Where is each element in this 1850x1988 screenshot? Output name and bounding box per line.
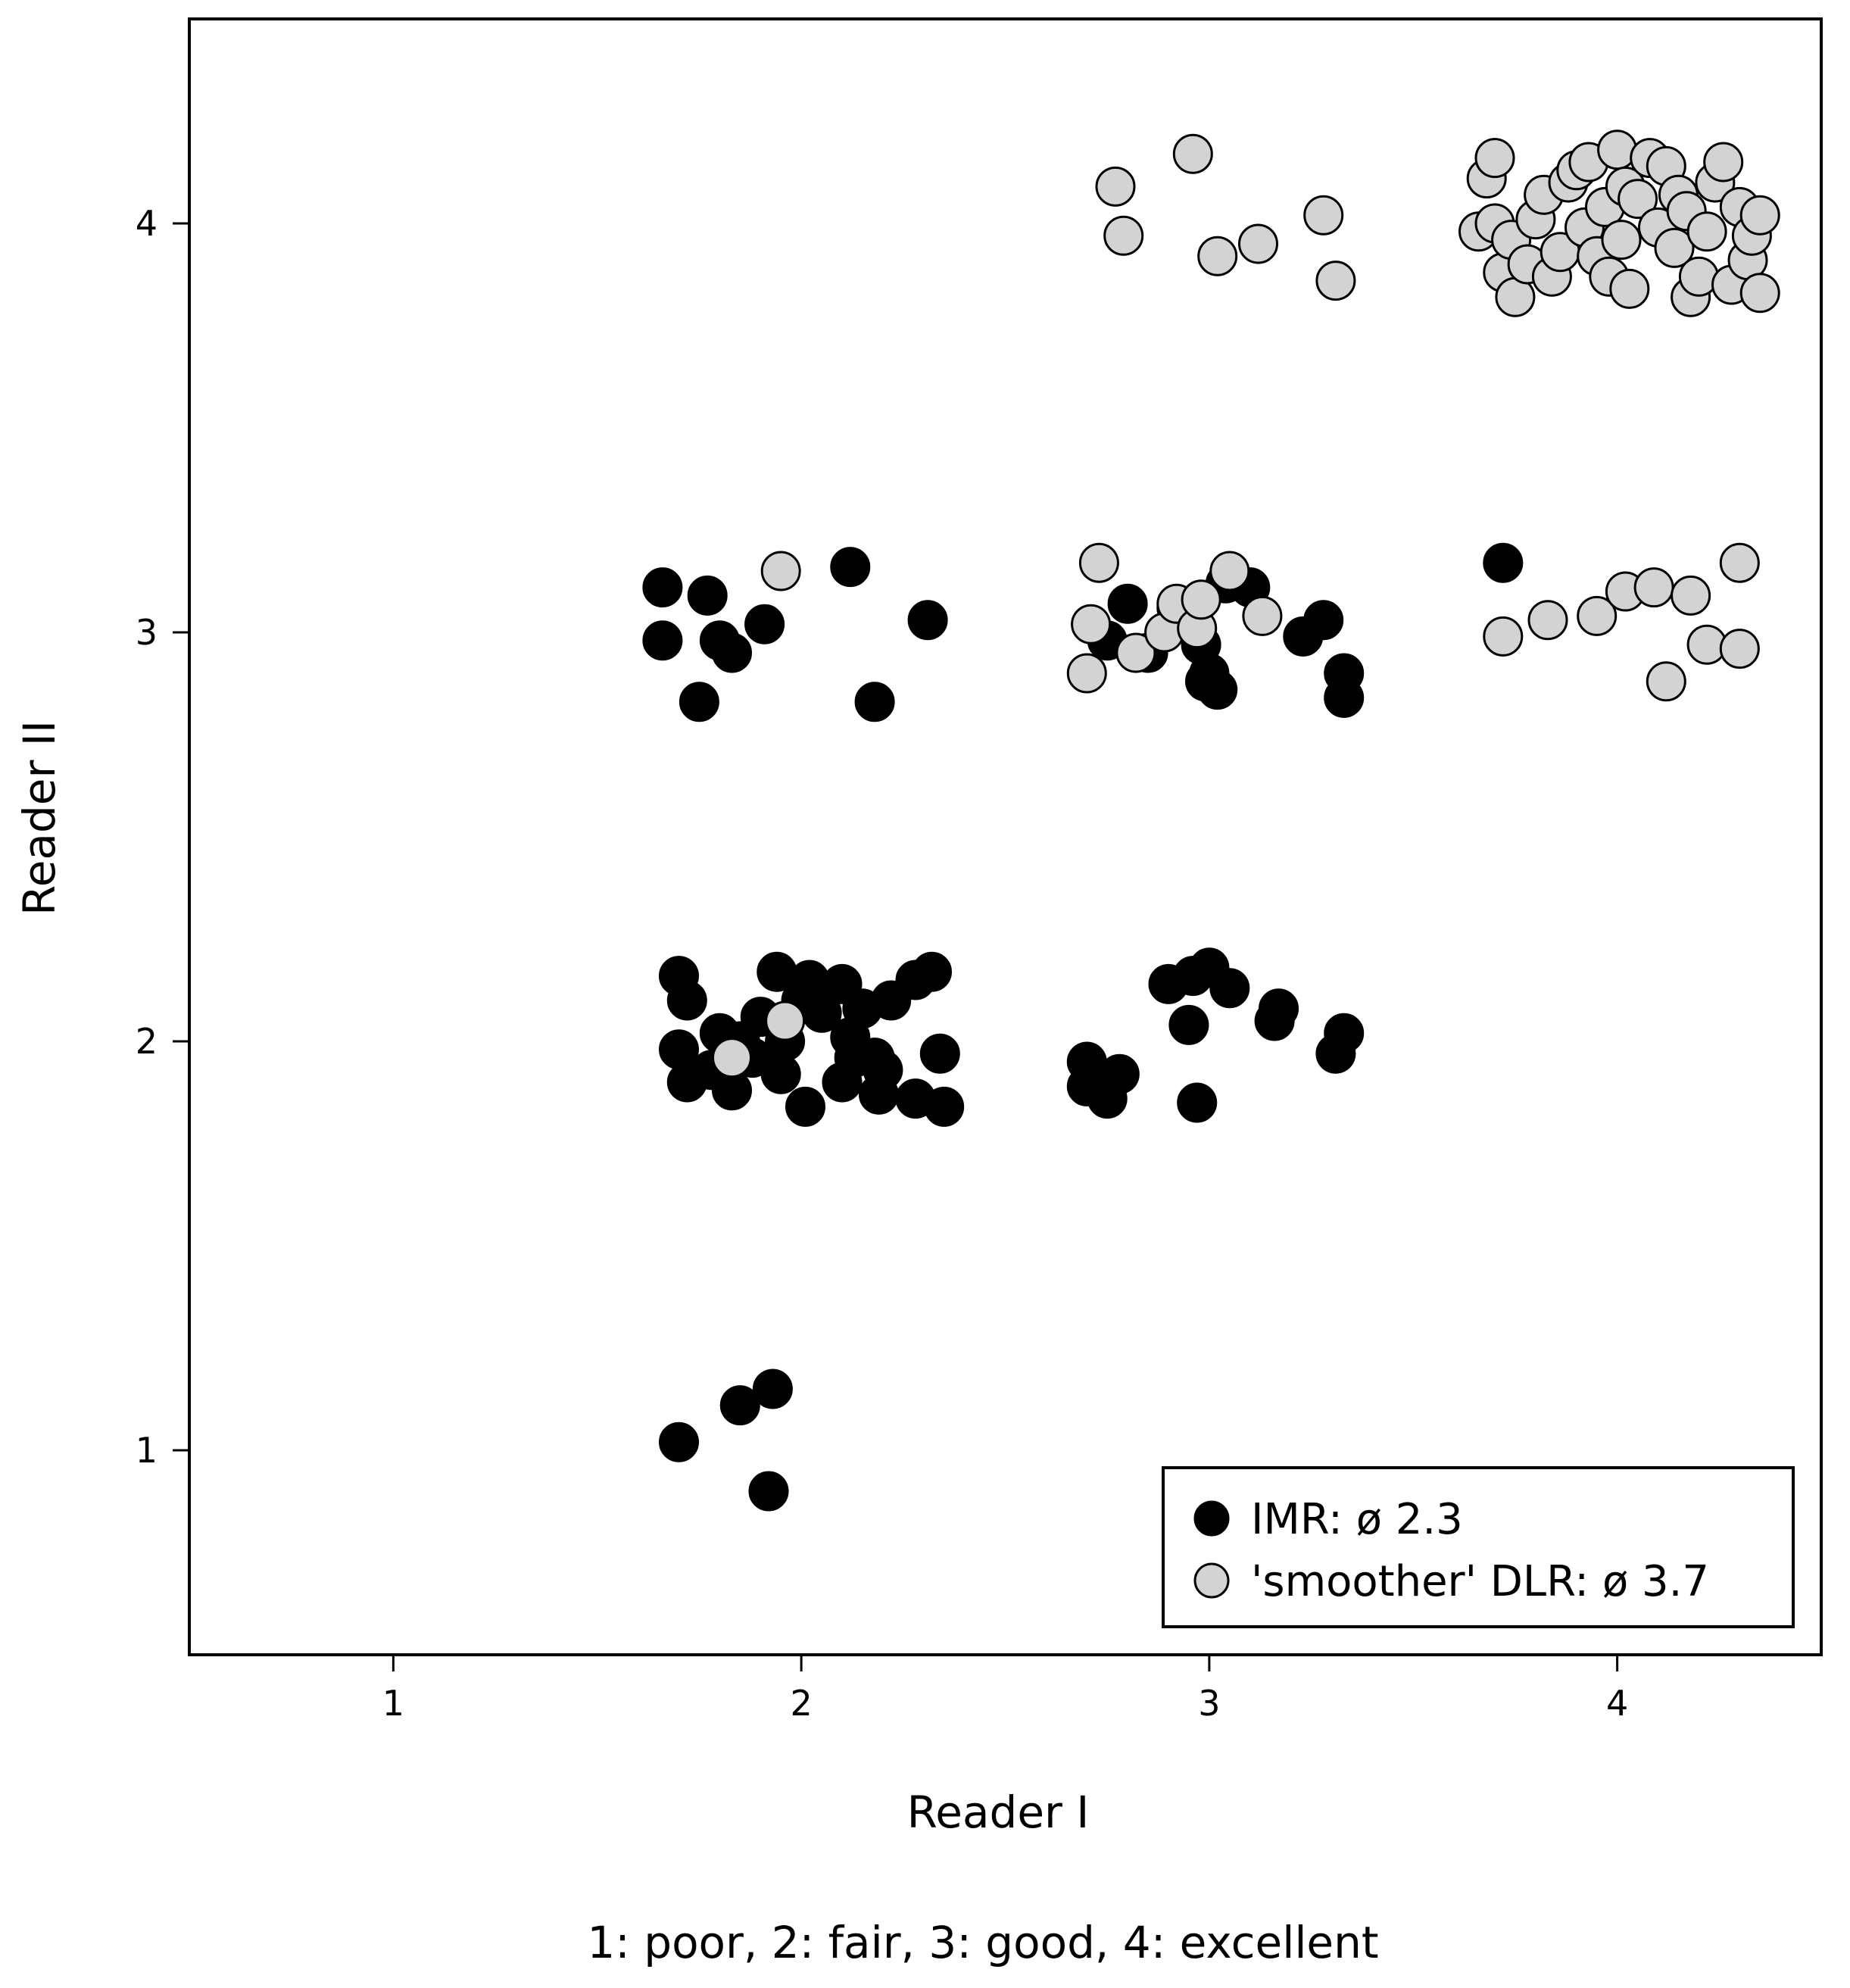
x-tick-label: 2 [790, 1683, 812, 1724]
data-point [1197, 236, 1238, 276]
x-tick-label: 4 [1606, 1683, 1628, 1724]
data-point [1527, 600, 1568, 641]
data-point [752, 1369, 793, 1409]
data-point [679, 682, 719, 722]
data-point [1254, 1000, 1295, 1041]
data-point [748, 1471, 789, 1512]
data-point [1066, 653, 1107, 694]
data-point [1671, 575, 1711, 616]
data-point [907, 600, 948, 641]
data-point [719, 1385, 760, 1426]
data-point [1633, 567, 1674, 608]
data-point [1324, 677, 1365, 718]
y-tick-label: 3 [136, 612, 158, 653]
data-point [1654, 227, 1695, 268]
x-tick-label: 3 [1198, 1683, 1220, 1724]
data-point [1303, 195, 1344, 236]
data-point [859, 1074, 899, 1115]
data-point [1238, 223, 1278, 264]
legend-label-dlr: 'smoother' DLR: ø 3.7 [1251, 1557, 1709, 1606]
data-point [659, 1422, 699, 1462]
data-point [919, 1033, 960, 1074]
data-point [1601, 220, 1642, 261]
data-point [1099, 1053, 1140, 1094]
data-point [1181, 579, 1221, 620]
data-point [1209, 968, 1250, 1009]
data-point [1719, 629, 1760, 669]
rating-scale-caption: 1: poor, 2: fair, 3: good, 4: excellent [587, 1917, 1378, 1968]
data-point [1172, 133, 1213, 174]
data-point [1315, 261, 1356, 301]
data-point [659, 1029, 699, 1070]
data-point [1071, 604, 1112, 644]
data-point [666, 980, 707, 1021]
data-point [1115, 632, 1156, 673]
data-point [712, 632, 752, 673]
data-points [642, 130, 1780, 1512]
data-point [765, 1000, 806, 1041]
data-point [1618, 179, 1658, 220]
data-point [830, 547, 871, 588]
data-point [1185, 661, 1225, 702]
series-1 [712, 130, 1780, 1078]
data-point [1739, 195, 1780, 236]
legend-marker-dlr [1193, 1562, 1230, 1599]
data-point [744, 604, 785, 644]
data-point [1095, 166, 1136, 207]
data-point [1686, 211, 1727, 252]
data-point [1107, 583, 1148, 624]
y-tick-label: 4 [136, 203, 158, 244]
x-tick-label: 1 [382, 1683, 404, 1724]
y-axis: 1 2 3 4 [136, 203, 189, 1471]
data-point [854, 682, 895, 722]
data-point [1577, 595, 1618, 636]
data-point [1168, 1004, 1209, 1045]
data-point [760, 1053, 801, 1094]
legend-marker-imr [1193, 1500, 1230, 1537]
data-point [760, 551, 801, 591]
data-point [912, 951, 952, 992]
data-point [1719, 542, 1760, 583]
y-axis-label: Reader II [14, 720, 65, 916]
data-point [1103, 215, 1144, 256]
data-point [1303, 600, 1344, 641]
data-point [712, 1038, 752, 1078]
legend: IMR: ø 2.3 'smoother' DLR: ø 3.7 [1162, 1466, 1795, 1628]
data-point [1209, 551, 1250, 591]
data-point [1177, 1082, 1218, 1123]
legend-label-imr: IMR: ø 2.3 [1251, 1495, 1463, 1544]
data-point [1242, 595, 1283, 636]
x-axis: 1 2 3 4 [382, 1655, 1628, 1724]
data-point [924, 1086, 965, 1127]
data-point [1646, 661, 1686, 702]
data-point [687, 575, 728, 616]
y-tick-label: 1 [136, 1430, 158, 1471]
data-point [1483, 616, 1524, 657]
data-point [642, 567, 683, 608]
data-point [1315, 1033, 1356, 1074]
data-point [1739, 273, 1780, 314]
y-tick-label: 2 [136, 1021, 158, 1062]
data-point [1483, 542, 1524, 583]
data-point [1609, 268, 1650, 309]
data-point [1078, 542, 1119, 583]
x-axis-label: Reader I [907, 1787, 1090, 1838]
data-point [785, 1086, 825, 1127]
data-point [822, 1062, 863, 1103]
data-point [642, 620, 683, 661]
data-point [1474, 138, 1515, 179]
data-point [1703, 142, 1744, 183]
plot-frame [188, 17, 1823, 1656]
legend-box [1162, 1466, 1795, 1628]
